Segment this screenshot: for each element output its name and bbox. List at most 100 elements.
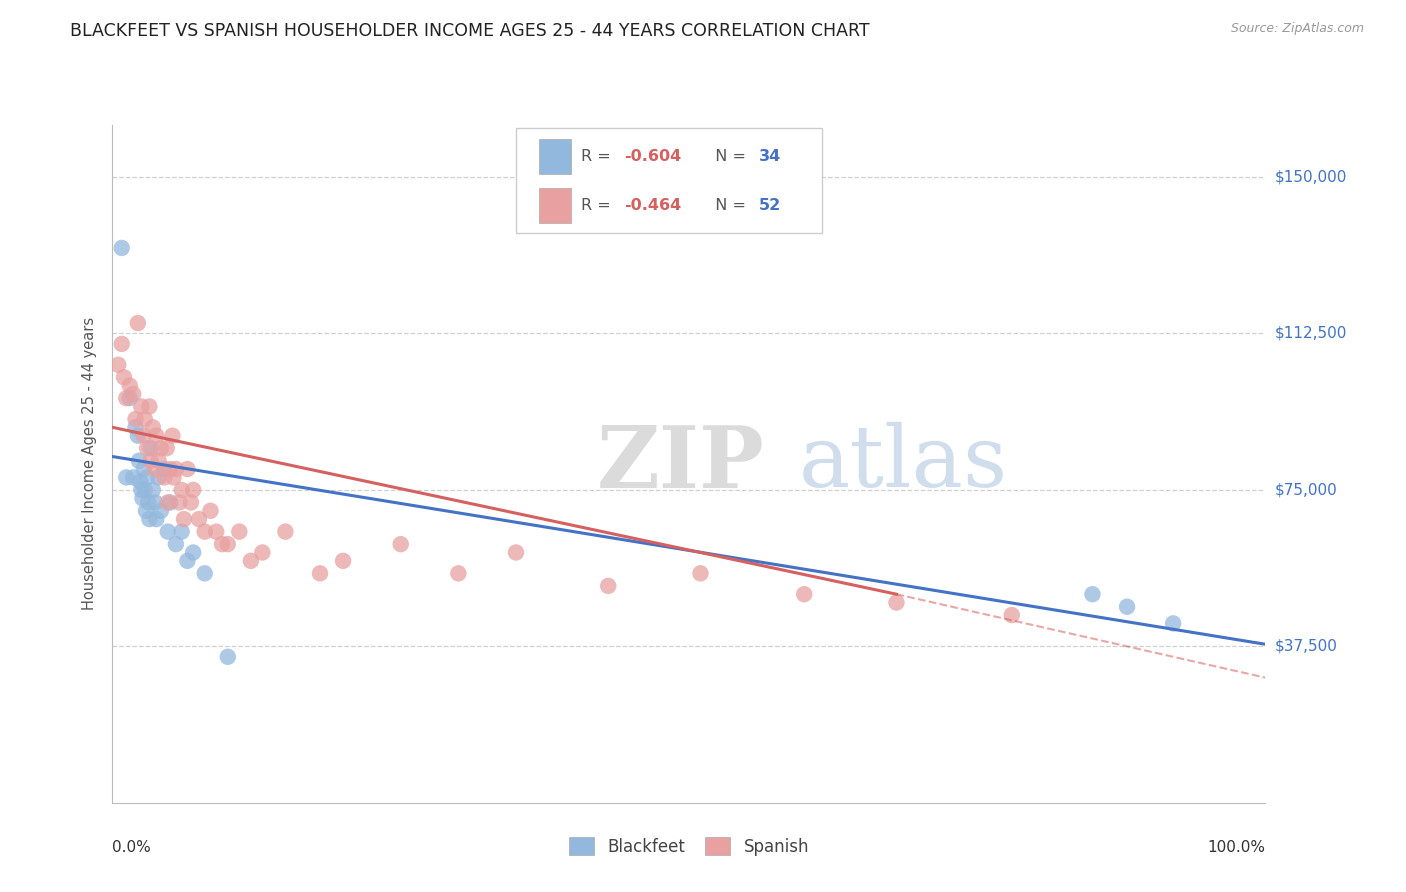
Point bbox=[115, 391, 138, 405]
Point bbox=[156, 441, 179, 455]
Point bbox=[149, 504, 172, 518]
Point bbox=[252, 545, 274, 559]
Point bbox=[205, 524, 228, 539]
Point bbox=[332, 554, 354, 568]
Point bbox=[211, 537, 233, 551]
Text: -0.464: -0.464 bbox=[624, 198, 682, 213]
Point bbox=[132, 428, 155, 442]
Point bbox=[115, 470, 138, 484]
Point bbox=[173, 512, 195, 526]
Point bbox=[139, 441, 162, 455]
Point bbox=[165, 462, 187, 476]
Text: ZIP: ZIP bbox=[596, 422, 765, 506]
Point bbox=[793, 587, 815, 601]
Point bbox=[122, 387, 145, 401]
Point bbox=[153, 470, 176, 484]
Y-axis label: Householder Income Ages 25 - 44 years: Householder Income Ages 25 - 44 years bbox=[82, 318, 97, 610]
Point bbox=[156, 495, 179, 509]
Point bbox=[111, 241, 134, 255]
Point bbox=[136, 441, 159, 455]
Text: $150,000: $150,000 bbox=[1275, 169, 1347, 185]
Point bbox=[142, 483, 165, 497]
Text: -0.604: -0.604 bbox=[624, 149, 682, 164]
Point bbox=[132, 462, 155, 476]
Point bbox=[112, 370, 135, 384]
Text: R =: R = bbox=[581, 149, 616, 164]
Point bbox=[309, 566, 332, 581]
Text: $75,000: $75,000 bbox=[1275, 483, 1337, 498]
Bar bbox=[538, 138, 571, 174]
Point bbox=[131, 491, 153, 506]
Point bbox=[162, 428, 184, 442]
Point bbox=[170, 524, 193, 539]
Point bbox=[239, 554, 262, 568]
Point bbox=[148, 453, 170, 467]
Point bbox=[134, 483, 156, 497]
Text: 100.0%: 100.0% bbox=[1208, 840, 1265, 855]
Point bbox=[1001, 608, 1024, 623]
Point bbox=[194, 566, 217, 581]
FancyBboxPatch shape bbox=[516, 128, 821, 234]
Point bbox=[143, 495, 166, 509]
Point bbox=[194, 524, 217, 539]
Text: $37,500: $37,500 bbox=[1275, 639, 1337, 654]
Text: R =: R = bbox=[581, 198, 616, 213]
Point bbox=[217, 537, 239, 551]
Point bbox=[148, 470, 170, 484]
Point bbox=[129, 475, 152, 489]
Point bbox=[176, 462, 198, 476]
Point bbox=[1081, 587, 1104, 601]
Point bbox=[136, 470, 159, 484]
Point bbox=[135, 504, 157, 518]
Point bbox=[187, 512, 211, 526]
Point bbox=[1116, 599, 1139, 614]
Point bbox=[689, 566, 711, 581]
Point bbox=[165, 537, 187, 551]
Point bbox=[181, 483, 204, 497]
Point bbox=[159, 462, 181, 476]
Point bbox=[162, 470, 184, 484]
Point bbox=[122, 470, 145, 484]
Point bbox=[107, 358, 129, 372]
Text: BLACKFEET VS SPANISH HOUSEHOLDER INCOME AGES 25 - 44 YEARS CORRELATION CHART: BLACKFEET VS SPANISH HOUSEHOLDER INCOME … bbox=[70, 22, 870, 40]
Point bbox=[274, 524, 297, 539]
Point bbox=[217, 649, 239, 664]
Point bbox=[127, 428, 149, 442]
Legend: Blackfeet, Spanish: Blackfeet, Spanish bbox=[562, 830, 815, 863]
Point bbox=[153, 462, 176, 476]
Point bbox=[143, 462, 166, 476]
Text: 0.0%: 0.0% bbox=[112, 840, 152, 855]
Point bbox=[389, 537, 412, 551]
Point bbox=[228, 524, 250, 539]
Point bbox=[145, 428, 167, 442]
Point bbox=[505, 545, 527, 559]
Text: N =: N = bbox=[704, 198, 751, 213]
Point bbox=[139, 453, 162, 467]
Point bbox=[128, 453, 150, 467]
Point bbox=[124, 412, 146, 426]
Point bbox=[129, 400, 153, 414]
Text: 34: 34 bbox=[759, 149, 782, 164]
Point bbox=[138, 512, 160, 526]
Point bbox=[886, 596, 908, 610]
Point bbox=[136, 495, 159, 509]
Point bbox=[170, 483, 193, 497]
Text: Source: ZipAtlas.com: Source: ZipAtlas.com bbox=[1230, 22, 1364, 36]
Text: $112,500: $112,500 bbox=[1275, 326, 1347, 341]
Point bbox=[159, 495, 181, 509]
Point bbox=[118, 391, 141, 405]
Text: atlas: atlas bbox=[799, 422, 1008, 506]
Point bbox=[129, 483, 153, 497]
Point bbox=[124, 420, 146, 434]
Text: 52: 52 bbox=[759, 198, 782, 213]
Point bbox=[200, 504, 222, 518]
Point bbox=[134, 412, 156, 426]
Point bbox=[145, 512, 167, 526]
Point bbox=[598, 579, 620, 593]
Point bbox=[142, 420, 165, 434]
Point bbox=[156, 524, 179, 539]
Point bbox=[127, 316, 149, 330]
Point bbox=[149, 441, 172, 455]
Point bbox=[111, 337, 134, 351]
Point bbox=[118, 378, 141, 392]
